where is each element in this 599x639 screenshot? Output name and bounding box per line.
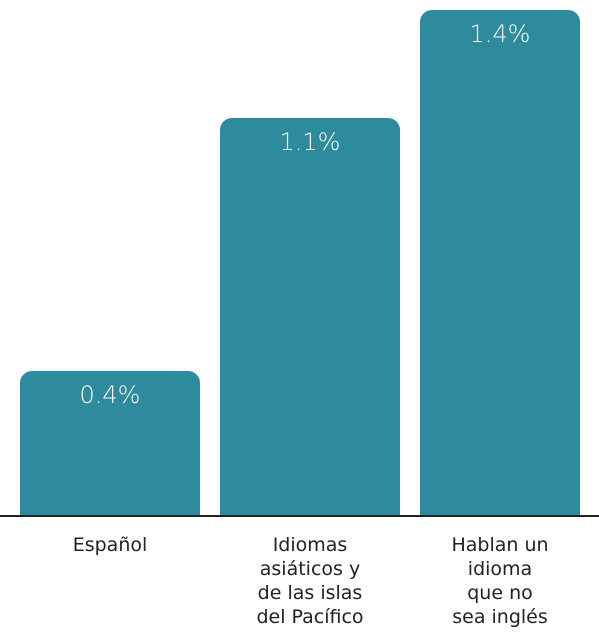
- value-label: 0.4%: [79, 380, 141, 409]
- value-label: 1.1%: [279, 128, 341, 157]
- value-label: 1.4%: [469, 20, 531, 48]
- bar: [420, 10, 580, 515]
- x-tick-label: Idiomas asiáticos y de las islas del Pac…: [256, 534, 364, 628]
- bar: [220, 118, 400, 515]
- baseline: [0, 515, 599, 517]
- x-tick-label: Español: [72, 534, 148, 556]
- x-tick-label: Hablan un idioma que no sea inglés: [451, 534, 549, 628]
- bar: [20, 370, 200, 515]
